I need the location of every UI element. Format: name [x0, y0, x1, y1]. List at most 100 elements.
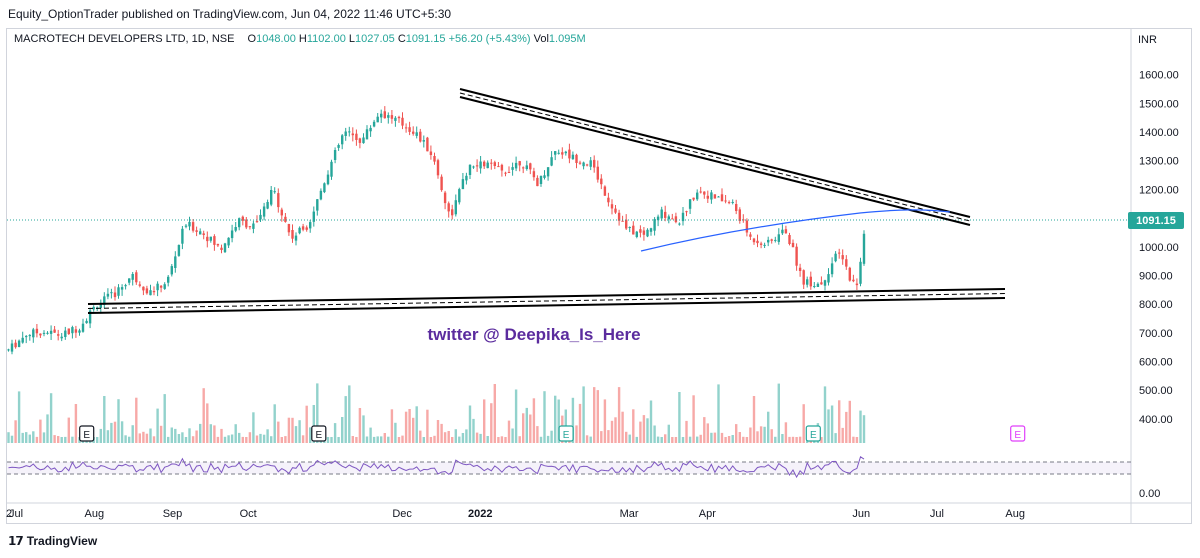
volume-bar [7, 432, 10, 443]
candle-body [401, 117, 404, 126]
volume-bar [167, 436, 170, 443]
candle-body [518, 161, 521, 166]
earnings-marker-box [1010, 425, 1026, 442]
symbol-name: MACROTECH DEVELOPERS LTD, 1D, NSE [14, 33, 235, 45]
earnings-marker[interactable]: E [805, 425, 821, 442]
volume-bar [64, 436, 67, 443]
candle-body [135, 272, 138, 283]
candle-body [600, 178, 603, 185]
volume-bar [735, 424, 738, 443]
volume-bar [394, 422, 397, 443]
earnings-marker-label: E [810, 430, 817, 441]
candle-body [696, 192, 699, 200]
volume-bar [713, 432, 717, 443]
candle-body [10, 343, 14, 352]
candle-body [486, 162, 489, 169]
volume-bar [781, 434, 784, 443]
candle-body [110, 292, 113, 294]
price-axis: 1600.001500.001400.001300.001200.001100.… [1139, 70, 1179, 426]
volume-bar [188, 428, 191, 443]
volume-bar [717, 384, 720, 443]
volume-bar [468, 405, 472, 443]
candle-body [646, 229, 649, 237]
earnings-marker[interactable]: E [1010, 425, 1026, 442]
volume-bar [365, 436, 369, 443]
candle-body [692, 197, 695, 200]
earnings-marker[interactable]: E [558, 425, 574, 442]
candle-body [128, 278, 131, 283]
candle-body [795, 246, 798, 266]
candle-body [383, 111, 386, 119]
candle-body [461, 179, 465, 190]
candle-body [674, 216, 678, 223]
volume-bar [798, 436, 802, 443]
candle-body [344, 131, 347, 136]
volume-bar [337, 437, 340, 443]
candle-body [223, 243, 227, 253]
volume-bar [742, 436, 745, 443]
volume-bar [862, 415, 866, 443]
volume-bar [202, 388, 205, 443]
volume-bar [784, 422, 788, 443]
volume-bar [426, 409, 429, 443]
candle-body [614, 208, 617, 213]
moving-average-line [640, 209, 951, 252]
candle-body [664, 211, 667, 218]
earnings-marker[interactable]: E [311, 425, 327, 442]
volume-bar [408, 409, 411, 443]
x-tick-label: Aug [1005, 508, 1025, 520]
candle-body [532, 171, 536, 178]
candle-body [564, 151, 567, 154]
y-tick-label: 1000.00 [1139, 242, 1179, 254]
candle-body [490, 162, 493, 164]
volume-bar [596, 390, 599, 443]
candle-body [85, 320, 88, 324]
volume-bar [429, 437, 433, 443]
open-label: O [247, 33, 257, 45]
volume-bar [671, 437, 674, 443]
volume-bar [159, 425, 163, 443]
candle-body [703, 191, 706, 195]
candle-body [809, 276, 812, 287]
candle-body [749, 234, 752, 237]
volume-bar [585, 435, 589, 443]
earnings-marker[interactable]: E [79, 425, 95, 442]
candle-body [639, 229, 642, 233]
candle-body [113, 292, 117, 298]
candle-body [752, 238, 756, 243]
volume-bar [404, 411, 408, 443]
volume-bar [341, 417, 344, 443]
volume-bar [696, 436, 699, 443]
candle-body [241, 216, 244, 221]
candle-body [472, 166, 475, 168]
volume-bar [28, 434, 31, 443]
candle-body [774, 239, 777, 241]
candle-body [298, 227, 301, 234]
last-price-label: 1091.15 [1136, 215, 1176, 227]
volume-bar [163, 394, 166, 443]
volume-bar [57, 436, 60, 443]
candle-body [710, 192, 713, 200]
candle-body [42, 332, 46, 334]
volume-bar [170, 427, 173, 443]
candle-body [273, 191, 276, 193]
high-value: 1102.00 [306, 33, 346, 45]
candle-body [830, 263, 834, 275]
volume-bar [305, 405, 308, 443]
volume-bar [681, 437, 685, 443]
candle-body [735, 204, 738, 211]
candle-body [7, 349, 10, 351]
volume-bar [238, 432, 241, 443]
rsi-line [8, 456, 865, 479]
lower-trendline [87, 288, 1006, 314]
volume-bar [600, 431, 603, 443]
candle-body [848, 267, 851, 281]
candle-body [820, 282, 823, 285]
volume-bar [326, 437, 330, 443]
volume-bar [390, 409, 394, 443]
candle-body [838, 252, 841, 254]
candle-body [184, 225, 188, 227]
